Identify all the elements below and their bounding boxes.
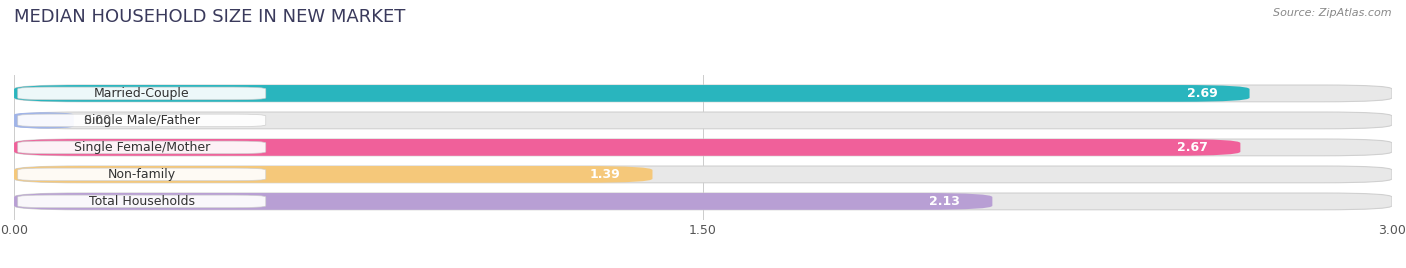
Text: 2.67: 2.67 bbox=[1177, 141, 1208, 154]
Text: Non-family: Non-family bbox=[108, 168, 176, 181]
Text: Married-Couple: Married-Couple bbox=[94, 87, 190, 100]
FancyBboxPatch shape bbox=[18, 87, 266, 100]
FancyBboxPatch shape bbox=[18, 195, 266, 208]
FancyBboxPatch shape bbox=[14, 166, 652, 183]
FancyBboxPatch shape bbox=[14, 85, 1392, 102]
FancyBboxPatch shape bbox=[14, 112, 1392, 129]
FancyBboxPatch shape bbox=[14, 139, 1240, 156]
FancyBboxPatch shape bbox=[18, 141, 266, 154]
FancyBboxPatch shape bbox=[14, 85, 1250, 102]
Text: 0.00: 0.00 bbox=[83, 114, 111, 127]
Text: MEDIAN HOUSEHOLD SIZE IN NEW MARKET: MEDIAN HOUSEHOLD SIZE IN NEW MARKET bbox=[14, 8, 405, 26]
Text: Total Households: Total Households bbox=[89, 195, 195, 208]
Text: 2.69: 2.69 bbox=[1187, 87, 1218, 100]
FancyBboxPatch shape bbox=[14, 112, 73, 129]
Text: Single Male/Father: Single Male/Father bbox=[84, 114, 200, 127]
FancyBboxPatch shape bbox=[14, 193, 993, 210]
Text: Source: ZipAtlas.com: Source: ZipAtlas.com bbox=[1274, 8, 1392, 18]
FancyBboxPatch shape bbox=[14, 139, 1392, 156]
FancyBboxPatch shape bbox=[14, 193, 1392, 210]
FancyBboxPatch shape bbox=[18, 114, 266, 127]
Text: 1.39: 1.39 bbox=[589, 168, 620, 181]
FancyBboxPatch shape bbox=[14, 166, 1392, 183]
FancyBboxPatch shape bbox=[18, 168, 266, 181]
Text: 2.13: 2.13 bbox=[929, 195, 960, 208]
Text: Single Female/Mother: Single Female/Mother bbox=[73, 141, 209, 154]
